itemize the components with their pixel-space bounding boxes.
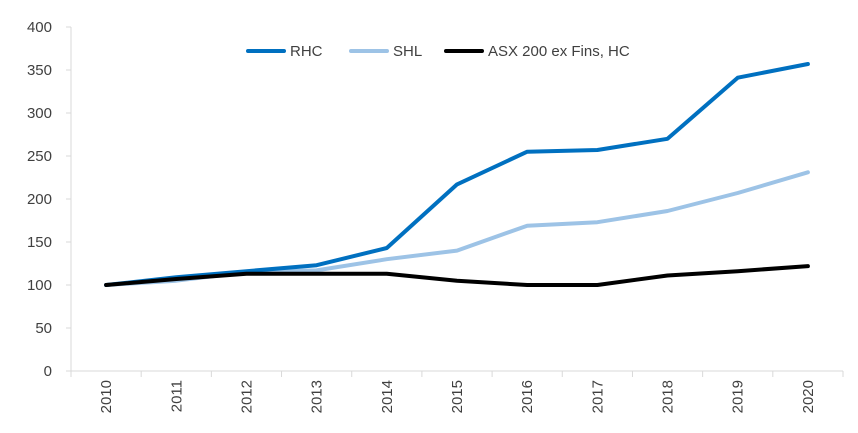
x-tick-label: 2020 [800, 380, 817, 413]
y-tick-label: 100 [27, 277, 52, 294]
y-tick-label: 0 [44, 363, 52, 380]
y-tick-label: 50 [35, 320, 52, 337]
x-tick-label: 2013 [309, 380, 326, 413]
y-tick-label: 300 [27, 105, 52, 122]
plot-lines [104, 62, 810, 287]
y-tick-label: 400 [27, 19, 52, 36]
x-tick-label: 2014 [379, 380, 396, 413]
x-tick-label: 2010 [98, 380, 115, 413]
x-tick-label: 2017 [589, 380, 606, 413]
x-tick-label: 2019 [730, 380, 747, 413]
series-line-shl [104, 170, 810, 287]
x-tick-label: 2011 [168, 380, 185, 412]
legend-label: RHC [290, 43, 323, 60]
legend-label: ASX 200 ex Fins, HC [488, 43, 630, 60]
y-tick-label: 350 [27, 62, 52, 79]
x-tick-label: 2018 [660, 380, 677, 413]
y-tick-label: 250 [27, 148, 52, 165]
x-tick-label: 2012 [238, 380, 255, 413]
legend-label: SHL [393, 43, 422, 60]
series-line-asx-200-ex-fins-hc [104, 264, 810, 287]
series-line-rhc [104, 62, 810, 287]
y-axis: 0 50 100 150 200 250 300 350 400 [27, 19, 72, 380]
x-axis: 2010 2011 2012 2013 2014 2015 2016 2017 2018 2019… [70, 370, 844, 413]
y-tick-label: 200 [27, 191, 52, 208]
y-tick-label: 150 [27, 234, 52, 251]
x-tick-label: 2016 [519, 380, 536, 413]
x-tick-label: 2015 [449, 380, 466, 413]
legend: RHC SHL ASX 200 ex Fins, HC [246, 43, 630, 60]
